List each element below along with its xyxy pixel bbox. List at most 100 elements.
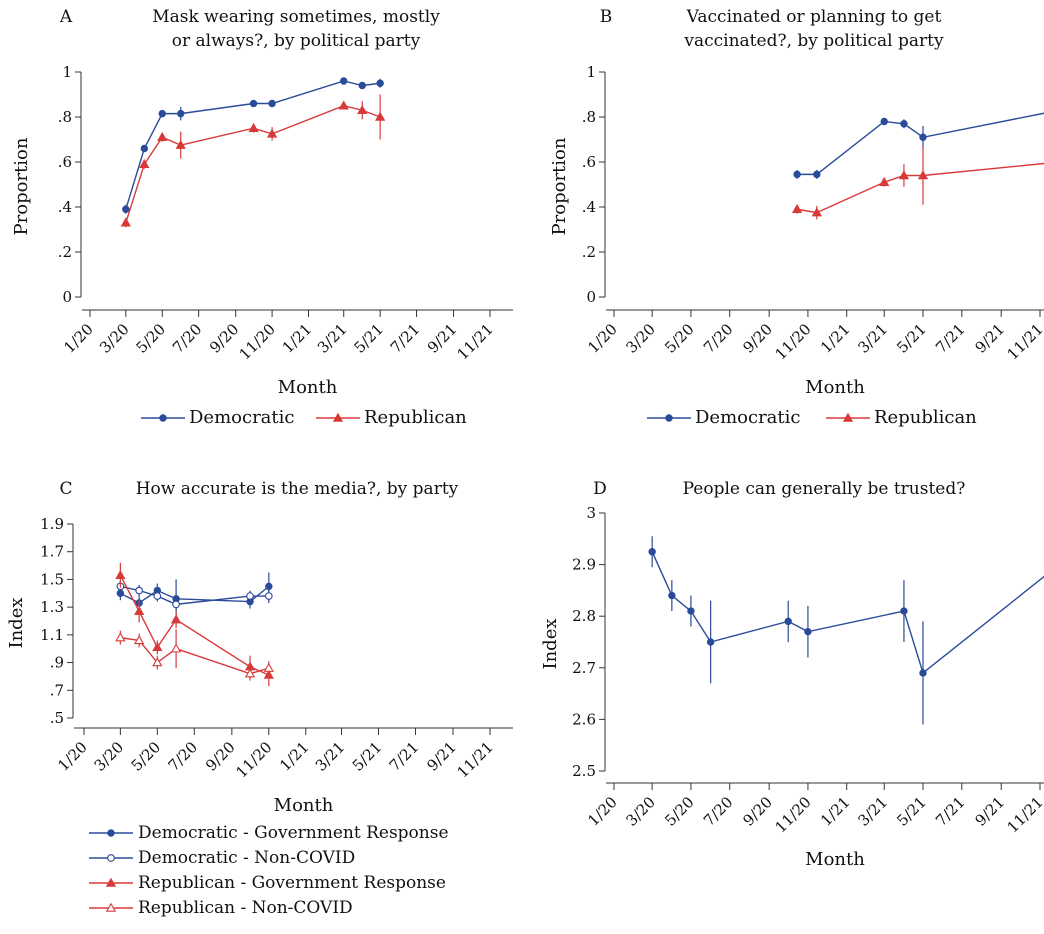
y-tick-label: .5 [50, 709, 64, 727]
legend-label: Republican [364, 407, 467, 428]
series-line [120, 636, 270, 675]
y-tick-label: 1 [62, 63, 72, 81]
data-point [172, 600, 180, 609]
x-tick-label: 11/20 [771, 320, 814, 363]
legend-label: Republican - Government Response [138, 873, 446, 893]
legend: Democratic - Government Response Democrat… [89, 823, 449, 918]
data-point [340, 77, 348, 85]
x-tick-label: 5/21 [349, 738, 386, 775]
data-point [135, 586, 143, 595]
data-point [880, 117, 888, 126]
data-point [263, 662, 274, 672]
data-point [813, 170, 821, 179]
data-point [133, 635, 145, 645]
y-tick-label: 1.7 [40, 543, 64, 561]
data-point [900, 120, 908, 128]
x-tick-label: 7/20 [165, 738, 202, 775]
x-tick-label: 7/21 [387, 320, 424, 357]
series-republican [120, 94, 386, 228]
y-tick-label: 1.3 [40, 598, 64, 616]
panel-a: A Mask wearing sometimes, mostly or always… [11, 7, 513, 428]
series-democratic [122, 77, 384, 214]
legend-marker [107, 854, 115, 862]
data-point [917, 170, 929, 180]
x-axis-label: Month [274, 795, 334, 816]
x-tick-label: 7/21 [932, 320, 969, 357]
panel-c: C How accurate is the media?, by party .5.… [6, 479, 513, 918]
series-line [797, 112, 1044, 176]
data-point [158, 109, 166, 118]
data-point [919, 133, 927, 141]
data-point [153, 592, 162, 600]
y-tick-label: 1.9 [40, 515, 64, 533]
data-point [357, 104, 368, 114]
data-point [338, 100, 349, 110]
x-tick-label: 3/20 [622, 320, 659, 357]
x-axis-label: Month [805, 377, 865, 398]
chart-title-line-1: Mask wearing sometimes, mostly [152, 7, 440, 27]
x-tick-label: 5/20 [128, 738, 165, 775]
data-point [266, 128, 278, 138]
y-tick-label: .9 [50, 654, 64, 672]
y-tick-label: 1 [586, 63, 596, 81]
data-point [244, 668, 256, 678]
x-tick-label: 5/21 [893, 793, 930, 830]
legend-label: Republican - Non-COVID [138, 898, 353, 918]
chart-title-line-1: Vaccinated or planning to get [686, 7, 942, 27]
data-point [133, 605, 145, 616]
x-tick-label: 7/20 [700, 320, 737, 357]
panel-d: D People can generally be trusted? 2.5 2.6 2… [540, 479, 1044, 870]
legend-label: Republican [874, 407, 977, 428]
y-axis-label: Proportion [549, 137, 570, 235]
y-tick-label: 0 [62, 288, 72, 306]
x-tick-label: 11/20 [232, 738, 275, 781]
x-tick-label: 7/21 [932, 793, 969, 830]
x-tick-label: 1/21 [817, 793, 854, 830]
y-tick-label: .8 [582, 108, 596, 126]
data-point [900, 607, 908, 615]
legend-marker [332, 412, 344, 422]
data-point [120, 217, 131, 227]
x-tick-label: 1/20 [584, 320, 621, 357]
y-axis-label: Index [6, 597, 27, 648]
legend-label: Democratic - Government Response [138, 823, 449, 843]
x-tick-label: 1/20 [54, 738, 91, 775]
data-point [248, 122, 259, 132]
x-tick-label: 5/20 [661, 320, 698, 357]
y-tick-label: .7 [50, 681, 64, 699]
data-point [140, 144, 149, 153]
data-point [706, 638, 715, 646]
data-point [804, 627, 812, 636]
data-point [249, 99, 258, 108]
x-tick-label: 5/21 [893, 320, 930, 357]
data-point [811, 207, 822, 217]
x-tick-label: 7/20 [169, 320, 206, 357]
y-tick-label: 2.9 [572, 556, 596, 574]
legend-label: Democratic [189, 407, 294, 428]
legend-marker [159, 414, 167, 422]
data-point [791, 203, 803, 213]
x-tick-label: 3/20 [622, 793, 659, 830]
legend-label: Democratic - Non-COVID [138, 848, 355, 868]
series-line [796, 162, 1044, 214]
x-tick-label: 7/21 [386, 738, 423, 775]
x-tick-label: 11/21 [1004, 793, 1044, 836]
data-point [175, 139, 186, 149]
y-tick-label: .4 [58, 198, 72, 216]
x-tick-label: 11/21 [454, 320, 497, 363]
y-tick-label: .4 [582, 198, 596, 216]
x-axis-label: Month [278, 377, 338, 398]
panel-letter: B [600, 7, 613, 27]
x-tick-label: 11/20 [236, 320, 279, 363]
series-republican [791, 146, 1044, 220]
legend: Democratic Republican [141, 407, 467, 428]
series-democratic-government-response [116, 572, 273, 619]
legend-marker [842, 412, 854, 422]
x-tick-label: 1/20 [60, 320, 97, 357]
x-tick-label: 1/21 [817, 320, 854, 357]
legend-marker [105, 877, 117, 887]
y-tick-label: .2 [58, 243, 72, 261]
legend-marker [665, 414, 673, 422]
data-point [115, 569, 126, 579]
data-point [265, 582, 273, 591]
